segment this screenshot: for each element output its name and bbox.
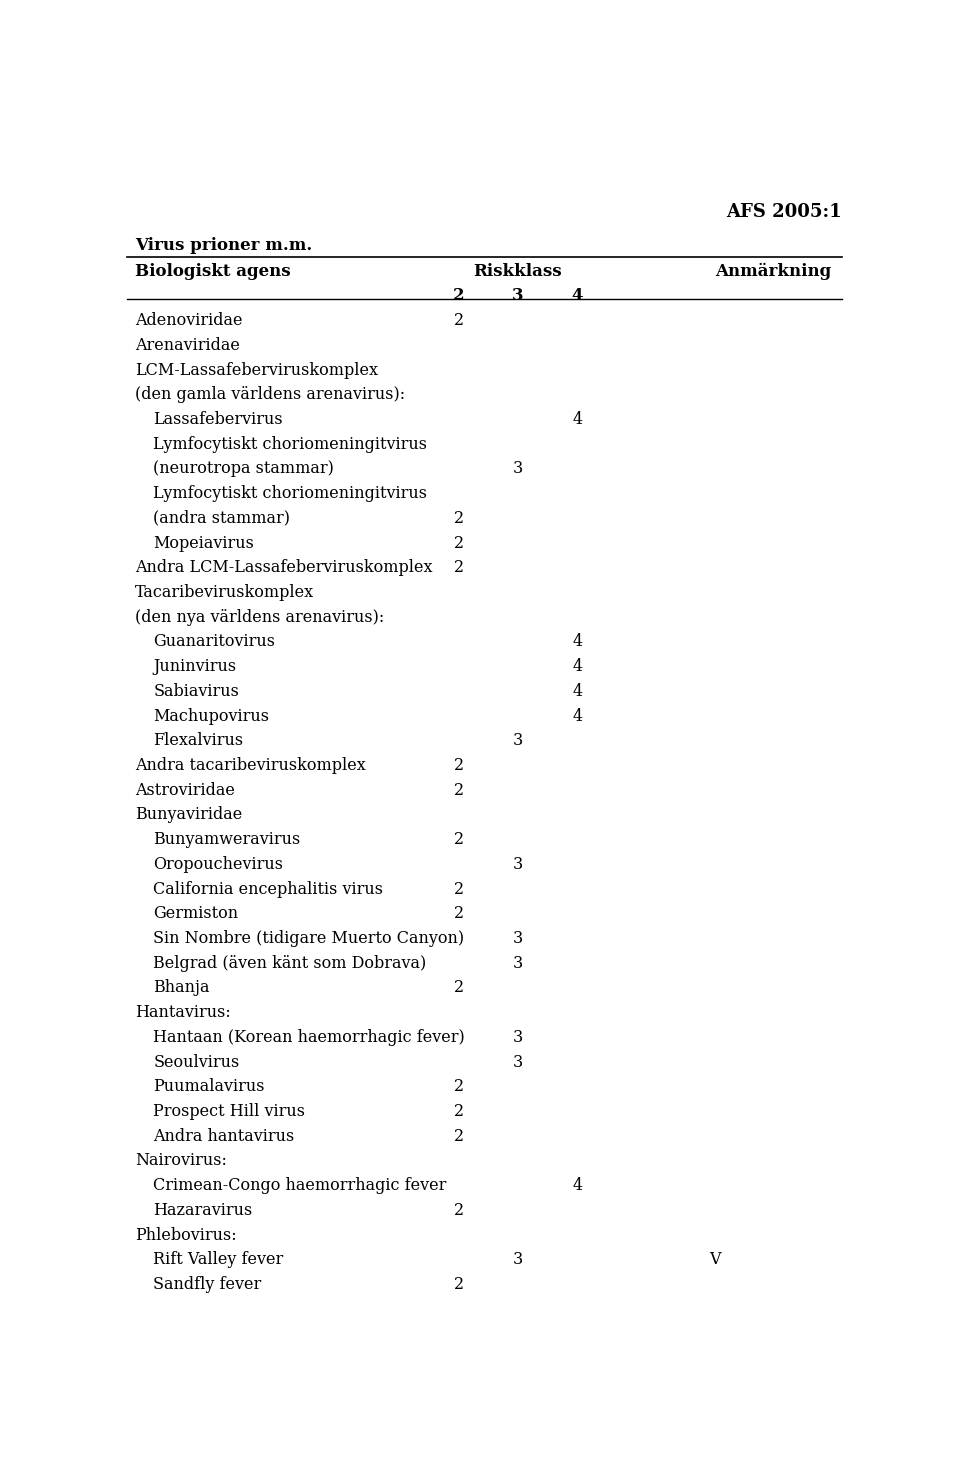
Text: Bunyamweravirus: Bunyamweravirus bbox=[154, 832, 300, 848]
Text: 3: 3 bbox=[513, 954, 523, 972]
Text: Bhanja: Bhanja bbox=[154, 979, 210, 996]
Text: Tacaribeviruskomplex: Tacaribeviruskomplex bbox=[134, 584, 314, 601]
Text: 2: 2 bbox=[453, 1078, 464, 1096]
Text: Juninvirus: Juninvirus bbox=[154, 658, 236, 676]
Text: Bunyaviridae: Bunyaviridae bbox=[134, 807, 242, 823]
Text: Biologiskt agens: Biologiskt agens bbox=[134, 263, 291, 280]
Text: 3: 3 bbox=[513, 856, 523, 872]
Text: 4: 4 bbox=[572, 1177, 583, 1193]
Text: 4: 4 bbox=[572, 658, 583, 676]
Text: 2: 2 bbox=[453, 559, 464, 576]
Text: 2: 2 bbox=[453, 1103, 464, 1121]
Text: 2: 2 bbox=[453, 757, 464, 775]
Text: Andra LCM-Lassafeberviruskomplex: Andra LCM-Lassafeberviruskomplex bbox=[134, 559, 432, 576]
Text: Hantavirus:: Hantavirus: bbox=[134, 1004, 230, 1021]
Text: 2: 2 bbox=[453, 534, 464, 552]
Text: Andra tacaribeviruskomplex: Andra tacaribeviruskomplex bbox=[134, 757, 366, 775]
Text: Germiston: Germiston bbox=[154, 906, 239, 922]
Text: Andra hantavirus: Andra hantavirus bbox=[154, 1128, 295, 1145]
Text: LCM-Lassafeberviruskomplex: LCM-Lassafeberviruskomplex bbox=[134, 362, 378, 378]
Text: Mopeiavirus: Mopeiavirus bbox=[154, 534, 254, 552]
Text: 3: 3 bbox=[513, 732, 523, 750]
Text: Sabiavirus: Sabiavirus bbox=[154, 683, 239, 700]
Text: Arenaviridae: Arenaviridae bbox=[134, 337, 240, 355]
Text: 3: 3 bbox=[513, 287, 524, 305]
Text: Prospect Hill virus: Prospect Hill virus bbox=[154, 1103, 305, 1121]
Text: Seoulvirus: Seoulvirus bbox=[154, 1053, 240, 1071]
Text: 2: 2 bbox=[453, 509, 464, 527]
Text: Flexalvirus: Flexalvirus bbox=[154, 732, 244, 750]
Text: Lymfocytiskt choriomeningitvirus: Lymfocytiskt choriomeningitvirus bbox=[154, 436, 427, 452]
Text: Riskklass: Riskklass bbox=[473, 263, 563, 280]
Text: 2: 2 bbox=[453, 312, 464, 330]
Text: Nairovirus:: Nairovirus: bbox=[134, 1153, 227, 1170]
Text: Anmärkning: Anmärkning bbox=[715, 263, 831, 280]
Text: Lassafebervirus: Lassafebervirus bbox=[154, 411, 283, 427]
Text: Lymfocytiskt choriomeningitvirus: Lymfocytiskt choriomeningitvirus bbox=[154, 486, 427, 502]
Text: 4: 4 bbox=[572, 708, 583, 725]
Text: Phlebovirus:: Phlebovirus: bbox=[134, 1227, 236, 1243]
Text: AFS 2005:1: AFS 2005:1 bbox=[726, 203, 842, 222]
Text: 2: 2 bbox=[453, 1277, 464, 1293]
Text: Sandfly fever: Sandfly fever bbox=[154, 1277, 262, 1293]
Text: 3: 3 bbox=[513, 461, 523, 477]
Text: 2: 2 bbox=[453, 881, 464, 897]
Text: 2: 2 bbox=[453, 832, 464, 848]
Text: 4: 4 bbox=[572, 633, 583, 651]
Text: 4: 4 bbox=[572, 683, 583, 700]
Text: Belgrad (även känt som Dobrava): Belgrad (även känt som Dobrava) bbox=[154, 954, 427, 972]
Text: (andra stammar): (andra stammar) bbox=[154, 509, 291, 527]
Text: 2: 2 bbox=[453, 906, 464, 922]
Text: 2: 2 bbox=[453, 782, 464, 798]
Text: 3: 3 bbox=[513, 929, 523, 947]
Text: California encephalitis virus: California encephalitis virus bbox=[154, 881, 383, 897]
Text: Machupovirus: Machupovirus bbox=[154, 708, 270, 725]
Text: Sin Nombre (tidigare Muerto Canyon): Sin Nombre (tidigare Muerto Canyon) bbox=[154, 929, 465, 947]
Text: Crimean-Congo haemorrhagic fever: Crimean-Congo haemorrhagic fever bbox=[154, 1177, 446, 1193]
Text: (neurotropa stammar): (neurotropa stammar) bbox=[154, 461, 334, 477]
Text: 2: 2 bbox=[453, 1202, 464, 1218]
Text: 2: 2 bbox=[453, 287, 465, 305]
Text: 4: 4 bbox=[572, 287, 584, 305]
Text: Astroviridae: Astroviridae bbox=[134, 782, 235, 798]
Text: Rift Valley fever: Rift Valley fever bbox=[154, 1252, 284, 1268]
Text: 3: 3 bbox=[513, 1252, 523, 1268]
Text: 3: 3 bbox=[513, 1053, 523, 1071]
Text: 3: 3 bbox=[513, 1029, 523, 1046]
Text: 4: 4 bbox=[572, 411, 583, 427]
Text: 2: 2 bbox=[453, 979, 464, 996]
Text: Oropouchevirus: Oropouchevirus bbox=[154, 856, 283, 872]
Text: Hazaravirus: Hazaravirus bbox=[154, 1202, 252, 1218]
Text: (den gamla världens arenavirus):: (den gamla världens arenavirus): bbox=[134, 387, 405, 403]
Text: V: V bbox=[709, 1252, 721, 1268]
Text: (den nya världens arenavirus):: (den nya världens arenavirus): bbox=[134, 608, 384, 626]
Text: Virus prioner m.m.: Virus prioner m.m. bbox=[134, 236, 312, 254]
Text: Puumalavirus: Puumalavirus bbox=[154, 1078, 265, 1096]
Text: Hantaan (Korean haemorrhagic fever): Hantaan (Korean haemorrhagic fever) bbox=[154, 1029, 466, 1046]
Text: Guanaritovirus: Guanaritovirus bbox=[154, 633, 276, 651]
Text: Adenoviridae: Adenoviridae bbox=[134, 312, 242, 330]
Text: 2: 2 bbox=[453, 1128, 464, 1145]
